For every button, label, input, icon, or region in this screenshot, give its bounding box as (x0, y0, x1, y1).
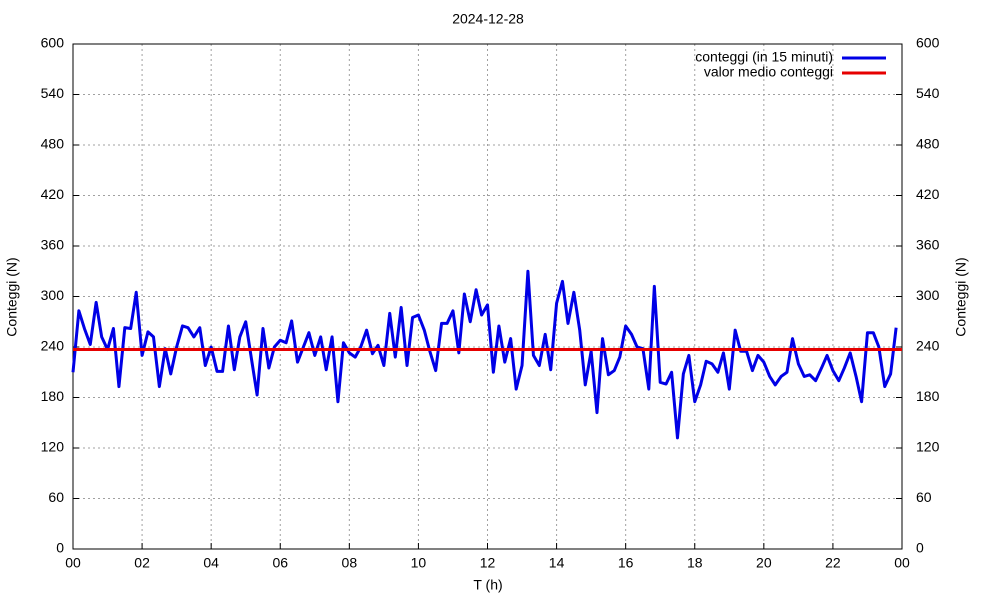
y-tick-label: 60 (48, 489, 64, 505)
x-tick-label: 10 (411, 555, 427, 571)
y-tick-label: 0 (56, 540, 64, 556)
y-axis-label: Conteggi (N) (4, 257, 20, 336)
y-tick-label: 540 (41, 85, 65, 101)
y2-tick-label: 180 (916, 388, 940, 404)
y-tick-label: 480 (41, 136, 65, 152)
y-tick-label: 120 (41, 439, 65, 455)
x-tick-label: 06 (272, 555, 288, 571)
y-tick-label: 420 (41, 186, 65, 202)
x-tick-label: 02 (134, 555, 150, 571)
x-tick-label: 08 (342, 555, 358, 571)
x-tick-label: 22 (825, 555, 841, 571)
y2-tick-label: 60 (916, 489, 932, 505)
legend-label: valor medio conteggi (704, 64, 833, 80)
y-tick-label: 600 (41, 35, 65, 51)
y-tick-label: 300 (41, 287, 65, 303)
x-tick-label: 18 (687, 555, 703, 571)
x-tick-label: 04 (203, 555, 219, 571)
y2-tick-label: 120 (916, 439, 940, 455)
x-tick-label: 14 (549, 555, 565, 571)
x-tick-label: 12 (480, 555, 496, 571)
y2-tick-label: 600 (916, 35, 940, 51)
x-tick-label: 00 (65, 555, 81, 571)
y2-tick-label: 240 (916, 338, 940, 354)
x-tick-label: 20 (756, 555, 772, 571)
y-tick-label: 360 (41, 237, 65, 253)
x-tick-label: 16 (618, 555, 634, 571)
plot-frame (72, 43, 903, 550)
x-tick-label: 00 (894, 555, 910, 571)
chart-title: 2024-12-28 (452, 11, 524, 27)
y2-axis-label: Conteggi (N) (953, 257, 969, 336)
y-tick-label: 180 (41, 388, 65, 404)
x-axis-label: T (h) (473, 577, 502, 593)
y2-tick-label: 300 (916, 287, 940, 303)
y2-tick-label: 0 (916, 540, 924, 556)
y2-tick-label: 540 (916, 85, 940, 101)
y2-tick-label: 480 (916, 136, 940, 152)
y2-tick-label: 360 (916, 237, 940, 253)
y-tick-label: 240 (41, 338, 65, 354)
legend-label: conteggi (in 15 minuti) (695, 49, 833, 65)
y2-tick-label: 420 (916, 186, 940, 202)
